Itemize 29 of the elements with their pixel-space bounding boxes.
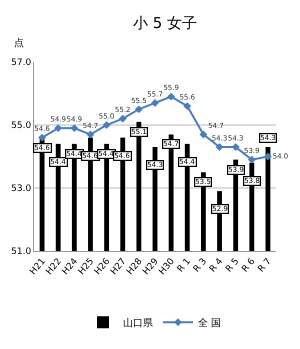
- x-tick-label: R 7: [256, 256, 274, 274]
- point: [167, 92, 176, 101]
- y-axis-title: 点: [14, 37, 24, 49]
- x-tick-label: R 4: [208, 256, 226, 274]
- y-tick-label: 55.0: [11, 121, 32, 132]
- x-tick-label: R 3: [192, 256, 210, 274]
- point: [134, 105, 143, 114]
- legend-label: 全 国: [198, 317, 222, 330]
- point: [70, 124, 78, 132]
- y-tick-label: 51.0: [11, 247, 32, 258]
- x-tick-label: R 1: [176, 256, 194, 274]
- y-tick-label: 57.0: [11, 58, 32, 68]
- point: [200, 130, 208, 138]
- point: [86, 130, 94, 138]
- point: [118, 114, 127, 123]
- point: [54, 124, 62, 132]
- point: [151, 99, 159, 107]
- x-tick-label: R 6: [240, 256, 258, 274]
- point: [264, 152, 272, 160]
- point: [232, 143, 240, 151]
- y-tick-label: 53.0: [11, 184, 32, 194]
- point: [102, 121, 110, 129]
- chart-title: 小 5 女子: [132, 14, 198, 32]
- x-tick-label: R 5: [224, 256, 242, 274]
- point: [216, 143, 224, 151]
- legend-label: 山口県: [123, 317, 153, 330]
- point: [183, 102, 192, 110]
- point: [38, 134, 46, 142]
- point: [248, 156, 256, 164]
